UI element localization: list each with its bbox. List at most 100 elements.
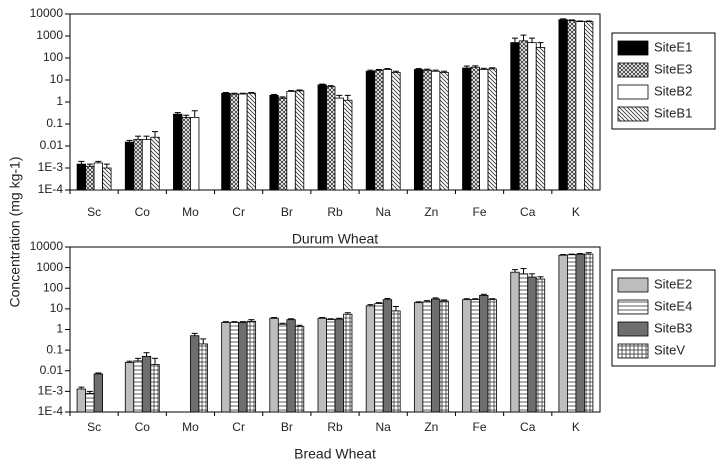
legend-swatch (617, 40, 649, 56)
bar (150, 364, 160, 413)
error-bar (424, 68, 431, 71)
error-bar (577, 253, 584, 255)
error-bar (78, 386, 85, 390)
error-bar (271, 317, 278, 319)
error-bar (424, 300, 431, 302)
bar (430, 70, 441, 191)
bar (190, 335, 200, 413)
bar (141, 355, 152, 413)
x-tick-label: Rb (327, 205, 343, 219)
error-bar (463, 65, 470, 69)
error-bar (239, 92, 246, 95)
error-bar (135, 357, 142, 361)
error-bar (152, 357, 159, 365)
error-bar (472, 65, 479, 68)
bar (277, 323, 288, 413)
error-bar (126, 360, 133, 363)
bar (487, 299, 497, 413)
error-bar (480, 67, 487, 70)
y-tick-label: 1 (56, 322, 63, 336)
error-bar (319, 317, 326, 319)
error-bar (375, 302, 382, 304)
bar (334, 318, 344, 413)
error-bar (183, 114, 190, 118)
x-tick-label: Na (376, 420, 392, 434)
bar (76, 163, 86, 191)
error-bar (288, 318, 295, 320)
x-tick-label: Br (281, 205, 293, 219)
bar (294, 90, 305, 191)
error-bar (344, 94, 351, 101)
error-bar (384, 297, 391, 300)
bar (343, 313, 353, 413)
bar (269, 317, 279, 413)
bar (510, 271, 520, 413)
y-tick-label: 1E-4 (38, 182, 64, 196)
bar (374, 70, 384, 191)
error-bar (200, 338, 207, 344)
y-tick-label: 100 (43, 280, 63, 294)
bar (584, 253, 594, 413)
bar (246, 320, 257, 413)
bar (326, 86, 336, 191)
bar (93, 162, 103, 191)
error-bar (528, 37, 535, 43)
error-bar (288, 90, 295, 92)
error-bar (296, 89, 303, 91)
error-bar (432, 297, 439, 300)
legend-label: SiteB3 (654, 320, 692, 335)
bar (382, 299, 393, 413)
legend-label: SiteE1 (654, 39, 692, 54)
error-bar (560, 254, 567, 256)
x-tick-label: Ca (520, 420, 536, 434)
error-bar (191, 332, 198, 336)
legend-swatch (617, 106, 649, 122)
error-bar (375, 69, 382, 71)
error-bar (336, 94, 343, 99)
error-bar (327, 85, 334, 87)
bar (238, 93, 248, 191)
bar (527, 42, 537, 191)
error-bar (520, 268, 527, 274)
bar (470, 299, 480, 413)
legend-label: SiteV (654, 342, 685, 357)
error-bar (143, 135, 150, 140)
error-bar (568, 19, 575, 21)
error-bar (463, 298, 470, 300)
bar (413, 302, 424, 413)
error-bar (415, 301, 422, 303)
bar (286, 91, 296, 191)
legend-swatch (617, 343, 649, 359)
x-tick-label: Na (376, 205, 392, 219)
error-bar (511, 37, 518, 43)
error-bar (152, 131, 159, 138)
legend-swatch (617, 62, 649, 78)
x-tick-label: Mo (182, 420, 199, 434)
bar (439, 300, 449, 413)
bar (422, 69, 432, 191)
error-bar (248, 319, 255, 322)
bar (326, 319, 336, 413)
bar (93, 373, 103, 413)
error-bar (231, 92, 238, 95)
error-bar (367, 69, 374, 72)
error-bar (585, 252, 592, 255)
error-bar (577, 20, 584, 22)
bar (365, 70, 376, 191)
x-tick-label: K (572, 205, 580, 219)
error-bar (432, 69, 439, 72)
bar (317, 84, 327, 191)
x-axis-label: Bread Wheat (294, 446, 376, 462)
y-tick-label: 0.01 (40, 363, 64, 377)
bar (535, 47, 546, 191)
bar (430, 298, 441, 413)
bar (246, 92, 257, 191)
bar (510, 42, 520, 191)
bar (470, 66, 480, 191)
x-tick-label: Mo (182, 205, 199, 219)
bar (294, 326, 305, 413)
bar (238, 322, 248, 413)
x-tick-label: Zn (424, 420, 438, 434)
bar (102, 167, 112, 191)
